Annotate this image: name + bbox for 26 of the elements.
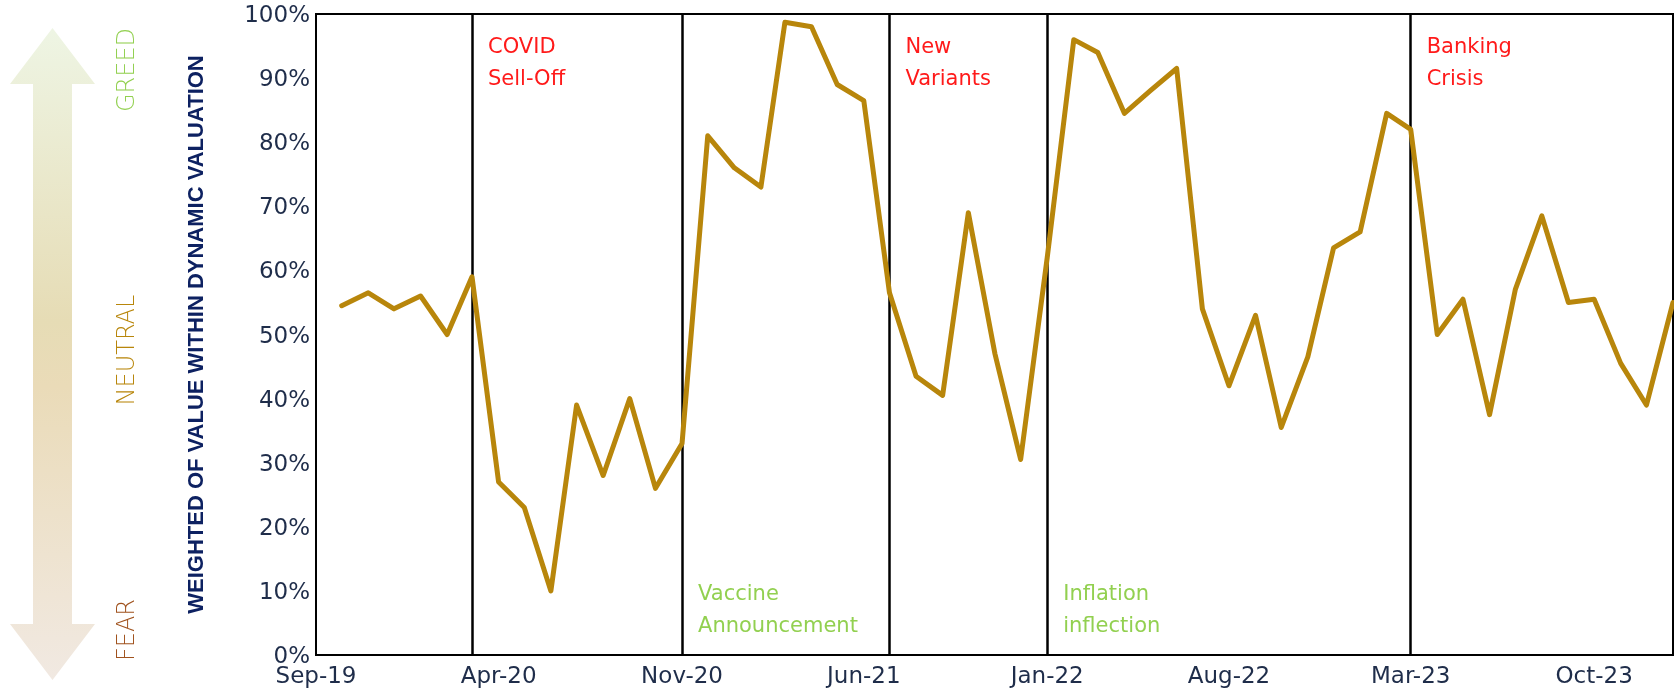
y-tick-label: 30%: [258, 449, 310, 476]
x-tick-label: Oct-23: [1555, 661, 1633, 688]
ref-line-label: Banking Crisis: [1426, 34, 1512, 90]
y-tick-label: 70%: [258, 193, 310, 220]
text: FEAR: [112, 598, 140, 662]
x-tick-label: Jun-21: [825, 661, 901, 688]
x-tick-label: Nov-20: [641, 661, 723, 688]
y-tick-label: 20%: [258, 513, 310, 540]
y-tick-label: 90%: [258, 65, 310, 92]
y-tick-label: 50%: [258, 321, 310, 348]
y-tick-label: 100%: [244, 1, 310, 27]
y-tick-label: 60%: [258, 257, 310, 284]
x-tick-label: Aug-22: [1187, 661, 1271, 688]
y-tick-label: 80%: [258, 129, 310, 156]
ref-line-label: Vaccine Announcement: [698, 581, 858, 637]
x-tick-label: Jan-22: [1008, 661, 1084, 688]
ref-line-label: Inflation inflection: [1063, 581, 1161, 637]
text: GREED: [112, 27, 140, 113]
x-tick-label: Apr-20: [460, 661, 537, 688]
y-tick-label: 10%: [258, 577, 310, 604]
x-tick-label: Mar-23: [1370, 661, 1451, 688]
y-axis-title: WEIGHTED OF VALUE WITHIN DYNAMIC VALUATION: [182, 55, 208, 614]
ref-line-label: COVID Sell-Off: [488, 34, 566, 90]
ref-line-label: New Variants: [905, 34, 991, 90]
text: NEUTRAL: [112, 294, 140, 406]
y-tick-label: 40%: [258, 385, 310, 412]
